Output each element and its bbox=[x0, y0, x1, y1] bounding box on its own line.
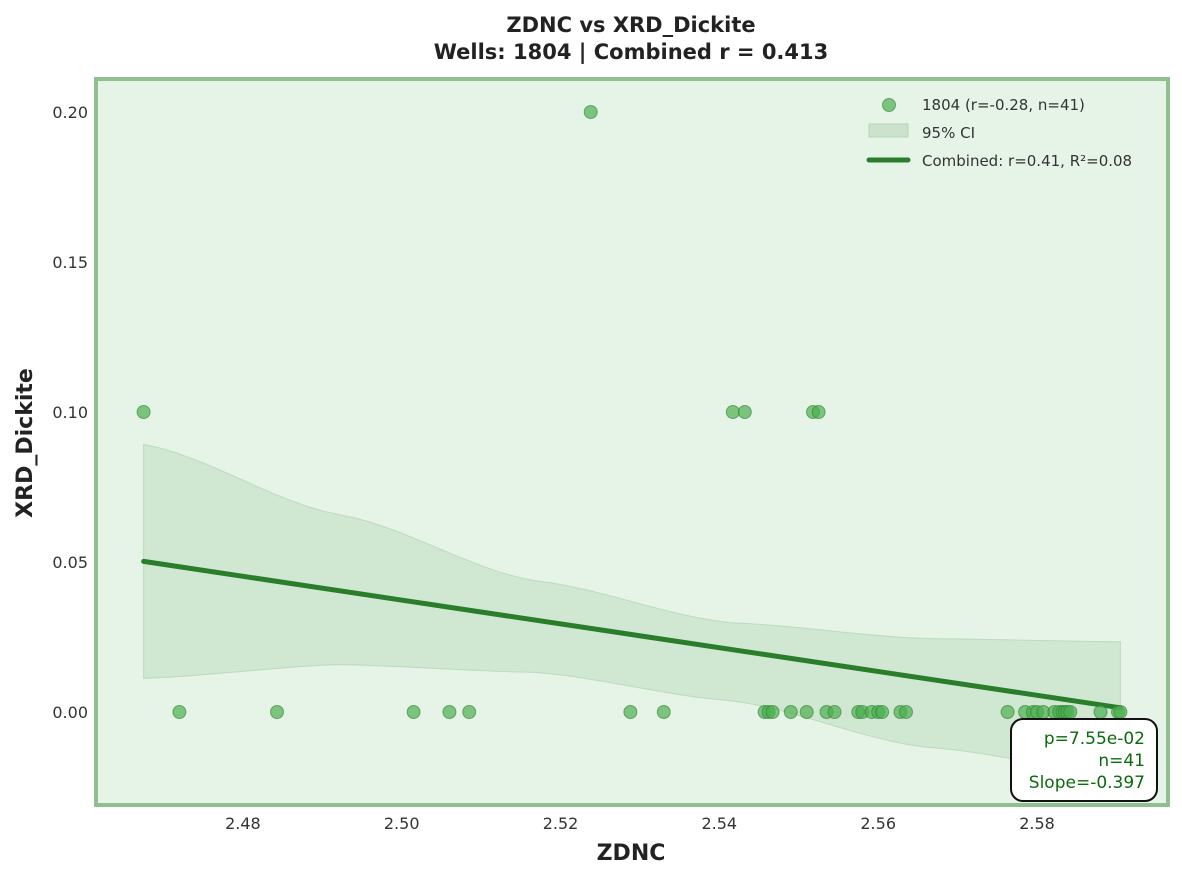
y-tick-label: 0.20 bbox=[52, 103, 88, 122]
stats-box: p=7.55e-02 n=41 Slope=-0.397 bbox=[1010, 718, 1158, 802]
fit-line-layer bbox=[141, 558, 1123, 711]
y-tick-label: 0.10 bbox=[52, 403, 88, 422]
chart-subtitle: Wells: 1804 | Combined r = 0.413 bbox=[434, 40, 829, 65]
data-point bbox=[1000, 705, 1015, 719]
data-point bbox=[725, 405, 740, 419]
y-axis-ticks: 0.00 0.05 0.10 0.15 0.20 bbox=[52, 103, 88, 722]
stats-p-value: p=7.55e-02 bbox=[1044, 729, 1145, 749]
data-point bbox=[899, 705, 913, 719]
data-point bbox=[765, 705, 780, 719]
data-point bbox=[442, 705, 457, 719]
data-point bbox=[462, 705, 477, 719]
data-point bbox=[583, 105, 598, 119]
data-point bbox=[799, 705, 814, 719]
stats-n: n=41 bbox=[1098, 751, 1145, 771]
legend-label-fit: Combined: r=0.41, R²=0.08 bbox=[922, 152, 1132, 170]
y-tick-label: 0.15 bbox=[52, 253, 88, 272]
legend-marker-scatter bbox=[882, 98, 896, 112]
data-point bbox=[172, 705, 187, 719]
data-point bbox=[136, 405, 151, 419]
legend-label-ci: 95% CI bbox=[922, 124, 975, 142]
stats-box-frame bbox=[1010, 718, 1158, 802]
x-tick-label: 2.48 bbox=[225, 814, 261, 833]
plot-area bbox=[96, 79, 1168, 805]
plot-frame bbox=[94, 77, 1170, 807]
x-axis-label: ZDNC bbox=[597, 841, 666, 866]
y-axis-label: XRD_Dickite bbox=[13, 368, 38, 518]
data-point bbox=[270, 705, 284, 719]
x-tick-label: 2.58 bbox=[1019, 814, 1055, 833]
x-tick-label: 2.52 bbox=[543, 814, 579, 833]
y-tick-label: 0.00 bbox=[52, 703, 88, 722]
data-point bbox=[623, 705, 638, 719]
data-point bbox=[406, 705, 421, 719]
x-axis-ticks: 2.48 2.50 2.52 2.54 2.56 2.58 bbox=[225, 814, 1055, 833]
legend-marker-ci bbox=[868, 123, 909, 138]
x-tick-label: 2.56 bbox=[860, 814, 896, 833]
data-point bbox=[1063, 705, 1078, 719]
legend-label-scatter: 1804 (r=-0.28, n=41) bbox=[922, 96, 1085, 114]
chart-title: ZDNC vs XRD_Dickite bbox=[506, 13, 755, 37]
data-point bbox=[875, 705, 890, 719]
x-tick-label: 2.50 bbox=[384, 814, 420, 833]
data-point bbox=[811, 405, 826, 419]
x-tick-label: 2.54 bbox=[701, 814, 737, 833]
data-point bbox=[1093, 705, 1108, 719]
y-tick-label: 0.05 bbox=[52, 553, 88, 572]
data-point bbox=[656, 705, 671, 719]
fit-line bbox=[141, 558, 1123, 711]
legend: 1804 (r=-0.28, n=41) 95% CI Combined: r=… bbox=[866, 96, 1132, 170]
data-point bbox=[1113, 705, 1128, 719]
stats-slope: Slope=-0.397 bbox=[1029, 773, 1145, 793]
data-point bbox=[827, 705, 842, 719]
data-point bbox=[783, 705, 798, 719]
data-point bbox=[737, 405, 752, 419]
